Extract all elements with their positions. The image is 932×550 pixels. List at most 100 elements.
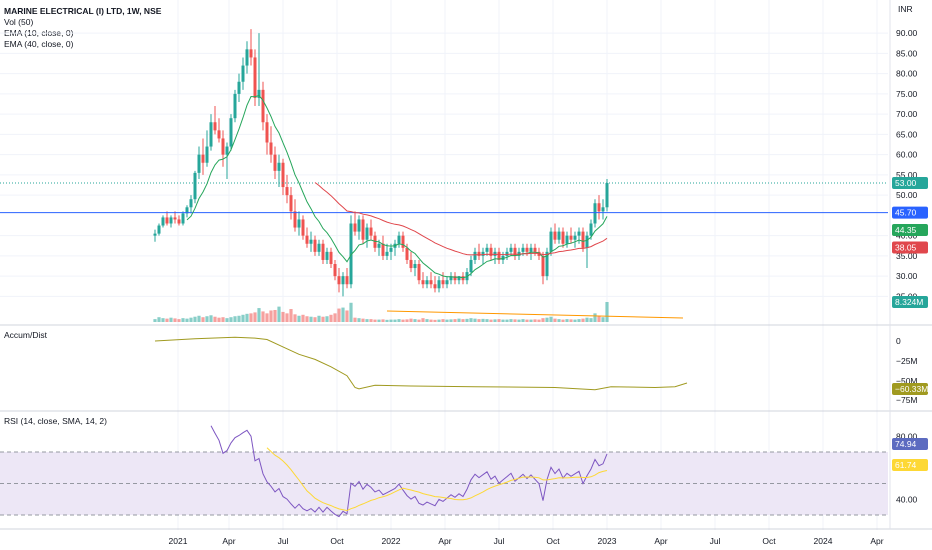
volume-bar (257, 308, 261, 322)
badge-last-price-bg (892, 177, 928, 189)
candle-body (409, 259, 413, 269)
candle-body (397, 235, 401, 244)
candle-body (337, 276, 341, 285)
volume-bar (213, 316, 217, 322)
volume-bar (421, 318, 425, 322)
candle-body (433, 284, 437, 289)
volume-bar (485, 319, 489, 322)
time-tick-label: Jul (278, 536, 289, 546)
candle-body (557, 231, 561, 240)
candle-body (469, 259, 473, 273)
vol-legend[interactable]: Vol (50) (4, 17, 34, 27)
rsi-line (210, 425, 608, 518)
candle-body (497, 251, 501, 260)
volume-bar (377, 319, 381, 322)
axis-badges: 53.00 45.70 44.35 38.05 8.324M −60.33M 74.94 61… (892, 177, 928, 471)
volume-bar (465, 318, 469, 322)
time-tick-label: Jul (494, 536, 505, 546)
candle-body (457, 276, 461, 281)
time-tick-label: Apr (654, 536, 667, 546)
volume-bar (429, 319, 433, 322)
rsi-legend[interactable]: RSI (14, close, SMA, 14, 2) (4, 416, 107, 426)
price-tick-label: 90.00 (896, 28, 918, 38)
candle-body (389, 247, 393, 252)
volume-bar (237, 315, 241, 322)
volume-bar (601, 317, 605, 322)
candle-body (377, 243, 381, 248)
candle-body (513, 247, 517, 256)
volume-bar (281, 311, 285, 322)
rsi-ma-line (266, 447, 608, 512)
candle-body (381, 243, 385, 256)
candle-body (257, 89, 261, 98)
time-tick-label: Oct (330, 536, 344, 546)
candle-body (385, 251, 389, 256)
candle-body (157, 225, 161, 234)
candle-body (425, 280, 429, 285)
symbol-title[interactable]: MARINE ELECTRICAL (I) LTD, 1W, NSE (4, 6, 162, 16)
volume-bar (293, 314, 297, 322)
candle-body (165, 217, 169, 224)
volume-bar (209, 315, 213, 322)
candle-body (261, 89, 265, 123)
volume-bars (153, 302, 609, 322)
time-axis[interactable]: 2021 Apr Jul Oct 2022 Apr Jul Oct 2023 Apr Jul Oct 2… (169, 536, 884, 546)
price-axis[interactable]: 90.00 85.00 80.00 75.00 70.00 65.00 60.00 55.00… (896, 28, 918, 504)
volume-bar (473, 318, 477, 322)
volume-bar (385, 319, 389, 322)
badge-volume-bg (892, 296, 928, 308)
candle-body (241, 65, 245, 82)
candle-body (365, 227, 369, 240)
candle-body (301, 219, 305, 236)
candle-body (481, 251, 485, 256)
indicator-lines (0, 94, 888, 518)
rsi-tick-label: 40.00 (896, 494, 918, 504)
volume-bar (221, 317, 225, 322)
volume-bar (229, 317, 233, 322)
badge-volume: 8.324M (895, 297, 923, 307)
ema40-line (314, 182, 608, 256)
volume-bar (537, 319, 541, 322)
badge-ema40: 38.05 (895, 243, 917, 253)
candle-body (413, 264, 417, 269)
volume-bar (577, 319, 581, 322)
rsi-band (0, 451, 888, 516)
candle-body (309, 239, 313, 244)
volume-bar (165, 318, 169, 322)
volume-bar (309, 316, 313, 322)
volume-bar (157, 317, 161, 322)
price-tick-label: 50.00 (896, 190, 918, 200)
candle-body (585, 235, 589, 248)
volume-bar (197, 315, 201, 322)
candle-body (181, 213, 185, 224)
candle-body (565, 235, 569, 244)
candle-body (561, 231, 565, 244)
volume-bar (573, 319, 577, 322)
ema40-legend[interactable]: EMA (40, close, 0) (4, 39, 74, 49)
volume-bar (161, 318, 165, 322)
candle-body (525, 247, 529, 252)
candle-body (277, 162, 281, 171)
price-tick-label: 80.00 (896, 69, 918, 79)
ad-legend[interactable]: Accum/Dist (4, 330, 47, 340)
badge-hline-bg (892, 206, 928, 219)
candle-body (289, 195, 293, 212)
candle-body (237, 81, 241, 94)
volume-bar (153, 319, 157, 322)
volume-bar (549, 316, 553, 322)
volume-bar (341, 307, 345, 322)
price-tick-label: 55.00 (896, 170, 918, 180)
volume-bar (517, 319, 521, 322)
ad-tick-label: −50M (896, 376, 918, 386)
volume-bar (173, 318, 177, 322)
volume-bar (353, 317, 357, 322)
volume-bar (457, 318, 461, 322)
candle-body (593, 203, 597, 224)
candle-body (297, 219, 301, 228)
badge-ad: −60.33M (895, 384, 928, 394)
volume-bar (285, 313, 289, 322)
volume-bar (589, 318, 593, 322)
volume-bar (469, 318, 473, 322)
volume-bar (501, 319, 505, 322)
